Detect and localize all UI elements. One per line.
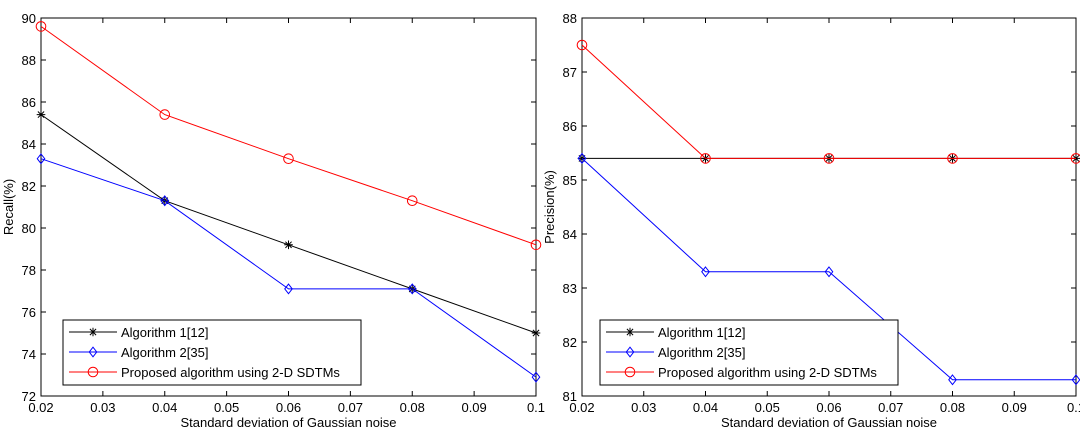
y-tick-label: 86 — [563, 119, 577, 134]
legend-label: Algorithm 1[12] — [658, 325, 745, 340]
y-axis-label: Recall(%) — [1, 179, 16, 235]
x-tick-label: 0.04 — [693, 400, 718, 415]
x-tick-label: 0.02 — [28, 400, 53, 415]
x-tick-label: 0.07 — [338, 400, 363, 415]
data-point-diamond — [407, 283, 417, 295]
data-point-circle — [947, 153, 958, 164]
y-tick-label: 76 — [22, 305, 36, 320]
data-point-diamond — [1071, 374, 1080, 386]
data-point-circle — [1070, 153, 1080, 164]
y-tick-label: 72 — [22, 389, 36, 404]
x-tick-label: 0.07 — [878, 400, 903, 415]
y-tick-label: 88 — [22, 53, 36, 68]
data-point-star — [36, 110, 46, 119]
x-tick-label: 0.06 — [816, 400, 841, 415]
data-point-star — [531, 328, 541, 338]
y-tick-label: 83 — [563, 281, 577, 296]
x-axis-label: Standard deviation of Gaussian noise — [721, 415, 937, 430]
y-tick-label: 74 — [22, 347, 36, 362]
legend: Algorithm 1[12] Algorithm 2[35] Proposed a… — [599, 319, 899, 386]
data-point-circle — [159, 109, 171, 120]
legend-marker-circle — [624, 366, 636, 378]
legend-marker-star — [625, 327, 635, 337]
legend-label: Algorithm 2[35] — [658, 345, 745, 360]
x-tick-label: 0.03 — [631, 400, 656, 415]
y-tick-label: 84 — [22, 137, 36, 152]
legend-label: Proposed algorithm using 2-D SDTMs — [658, 365, 877, 380]
data-point-diamond — [577, 152, 587, 165]
legend-marker-diamond — [88, 346, 98, 358]
y-tick-label: 88 — [563, 11, 577, 26]
series-line-2 — [40, 158, 537, 378]
x-tick-label: 0.04 — [152, 400, 177, 415]
legend-marker-circle — [87, 366, 99, 378]
x-tick-label: 0.06 — [276, 400, 301, 415]
data-point-diamond — [948, 374, 957, 386]
data-point-diamond — [531, 371, 541, 383]
legend-label: Proposed algorithm using 2-D SDTMs — [121, 365, 340, 380]
y-axis-label: Precision(%) — [542, 170, 557, 244]
y-tick-label: 82 — [22, 179, 36, 194]
data-point-diamond — [284, 283, 293, 295]
y-tick-label: 85 — [563, 173, 577, 188]
legend-label: Algorithm 2[35] — [121, 345, 208, 360]
y-tick-label: 81 — [563, 389, 577, 404]
x-tick-label: 0.09 — [461, 400, 486, 415]
legend-label: Algorithm 1[12] — [121, 325, 208, 340]
data-point-circle — [823, 153, 835, 164]
y-tick-label: 90 — [22, 11, 36, 26]
data-point-diamond — [824, 266, 834, 278]
data-point-diamond — [701, 266, 710, 278]
data-point-diamond — [36, 153, 46, 165]
y-tick-label: 87 — [563, 65, 577, 80]
x-tick-label: 0.09 — [1002, 400, 1027, 415]
x-tick-label: 0.03 — [90, 400, 115, 415]
legend: Algorithm 1[12] Algorithm 2[35] Proposed a… — [62, 319, 362, 386]
chart-2: 0.02 0.03 0.04 0.05 0.06 0.07 0.08 0.09 0.1 81 82 8… — [542, 11, 1080, 430]
y-tick-label: 84 — [563, 227, 577, 242]
data-point-circle — [530, 239, 542, 251]
x-tick-label: 0.1 — [1067, 400, 1080, 415]
chart-1: 0.02 0.03 0.04 0.05 0.06 0.07 0.08 0.09 0.1 72 74 7… — [1, 11, 545, 430]
data-point-circle — [35, 21, 47, 32]
y-tick-label: 78 — [22, 263, 36, 278]
series-line-2 — [581, 158, 1076, 381]
legend-marker-star — [88, 327, 98, 337]
data-point-star — [284, 240, 293, 250]
data-point-circle — [576, 39, 588, 51]
data-point-circle — [700, 153, 711, 164]
x-tick-label: 0.08 — [940, 400, 965, 415]
series-line-3 — [40, 25, 537, 246]
y-tick-label: 86 — [22, 95, 36, 110]
legend-marker-diamond — [625, 346, 635, 358]
data-point-circle — [283, 153, 294, 164]
x-tick-label: 0.1 — [527, 400, 545, 415]
y-tick-label: 82 — [563, 335, 577, 350]
y-tick-label: 80 — [22, 221, 36, 236]
x-axis-label: Standard deviation of Gaussian noise — [180, 415, 396, 430]
x-tick-label: 0.08 — [400, 400, 425, 415]
x-tick-label: 0.05 — [214, 400, 239, 415]
data-point-circle — [406, 195, 418, 206]
series-line-3 — [581, 44, 1076, 159]
x-tick-label: 0.02 — [569, 400, 594, 415]
x-tick-label: 0.05 — [755, 400, 780, 415]
data-point-diamond — [160, 195, 170, 207]
